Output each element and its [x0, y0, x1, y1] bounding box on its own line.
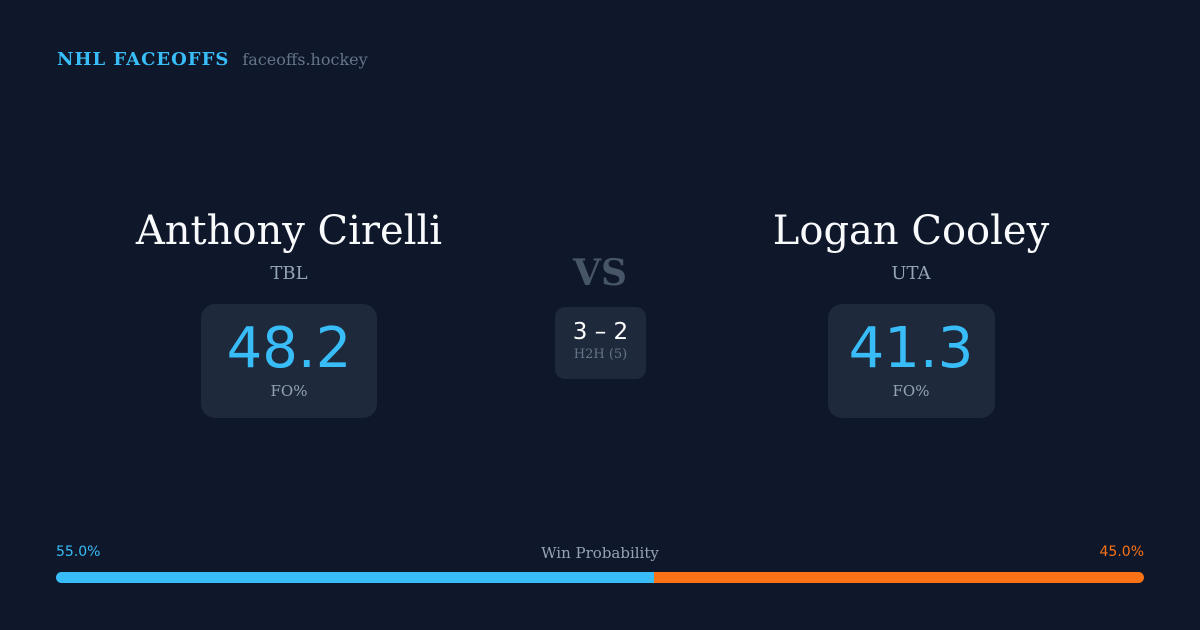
- right-player-team: UTA: [891, 263, 931, 284]
- left-player: Anthony Cirelli TBL 48.2 FO%: [89, 205, 489, 418]
- left-player-team: TBL: [270, 263, 308, 284]
- left-player-name: Anthony Cirelli: [135, 208, 443, 254]
- right-win-bar: [654, 572, 1144, 583]
- brand: NHL FACEOFFS faceoffs.hockey: [57, 49, 368, 70]
- right-player: Logan Cooley UTA 41.3 FO%: [711, 205, 1111, 418]
- brand-domain: faceoffs.hockey: [242, 50, 368, 69]
- right-fo-label: FO%: [892, 382, 930, 400]
- right-player-name: Logan Cooley: [772, 208, 1050, 254]
- h2h-score: 3 – 2: [572, 319, 629, 345]
- right-fo-card: 41.3 FO%: [827, 304, 995, 418]
- brand-title: NHL FACEOFFS: [57, 49, 230, 70]
- win-probability: 55.0% Win Probability 45.0%: [56, 544, 1144, 583]
- right-win-pct: 45.0%: [1099, 544, 1144, 560]
- left-win-pct: 55.0%: [56, 544, 101, 560]
- h2h-card: 3 – 2 H2H (5): [555, 307, 646, 379]
- left-fo-value: 48.2: [226, 316, 352, 381]
- vs-label: VS: [573, 252, 627, 294]
- h2h-label: H2H (5): [573, 347, 628, 362]
- left-fo-card: 48.2 FO%: [201, 304, 377, 418]
- left-win-bar: [56, 572, 655, 583]
- left-fo-label: FO%: [270, 382, 308, 400]
- win-probability-label: Win Probability: [541, 544, 659, 562]
- win-probability-bar: [56, 572, 1144, 583]
- right-fo-value: 41.3: [848, 316, 974, 381]
